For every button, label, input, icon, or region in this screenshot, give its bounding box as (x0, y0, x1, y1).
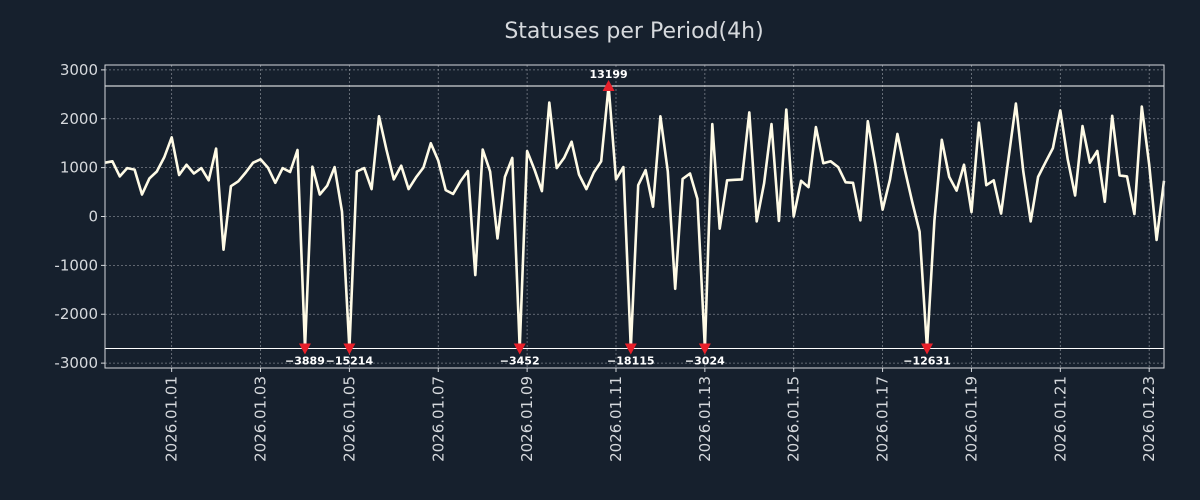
trough-marker (513, 343, 526, 355)
trough-marker (698, 343, 711, 355)
y-tick-label: -1000 (54, 256, 98, 274)
trough-label: −3024 (685, 354, 725, 367)
x-tick-label: 2026.01.05 (340, 376, 358, 462)
trough-label: −3452 (500, 354, 540, 367)
trough-label: −15214 (326, 354, 374, 367)
clip-limit-lines (105, 85, 1164, 349)
x-tick-label: 2026.01.23 (1140, 376, 1158, 462)
trough-marker (921, 343, 934, 355)
trough-label: −18115 (607, 354, 655, 367)
y-tick-label: -3000 (54, 354, 98, 372)
x-tick-label: 2026.01.21 (1051, 376, 1069, 462)
x-tick-label: 2026.01.19 (962, 376, 980, 462)
series-layer (104, 84, 1166, 350)
plot-frame (104, 64, 1165, 369)
x-tick-label: 2026.01.11 (607, 376, 625, 462)
peak-label: 13199 (589, 68, 627, 81)
y-tick-label: 2000 (60, 110, 98, 128)
y-tick-label: -2000 (54, 305, 98, 323)
y-tick-label: 1000 (60, 159, 98, 177)
axes: 3000 2000 1000 0 -1000 -2000 -3000 2026.01.01 20… (54, 61, 1165, 462)
trough-label: −12631 (903, 354, 951, 367)
x-tick-label: 2026.01.01 (163, 376, 181, 462)
x-tick-label: 2026.01.15 (785, 376, 803, 462)
grid-layer (105, 65, 1164, 368)
peak-marker (602, 80, 615, 92)
y-tick-label: 3000 (60, 61, 98, 79)
x-tick-label: 2026.01.03 (252, 376, 270, 462)
x-tick-label: 2026.01.07 (429, 376, 447, 462)
chart-title: Statuses per Period(4h) (504, 19, 763, 44)
x-tick-label: 2026.01.13 (696, 376, 714, 462)
trough-marker (343, 343, 356, 355)
x-tick-label: 2026.01.09 (518, 376, 536, 462)
trough-marker (298, 343, 311, 355)
trough-marker (624, 343, 637, 355)
series-line-statuses (104, 84, 1166, 350)
x-tick-label: 2026.01.17 (874, 376, 892, 462)
trough-label: −3889 (285, 354, 325, 367)
y-tick-label: 0 (88, 208, 98, 226)
peak-markers: −3889 −15214 −3452 13199 −18115 −3024 −12631 (285, 68, 951, 367)
